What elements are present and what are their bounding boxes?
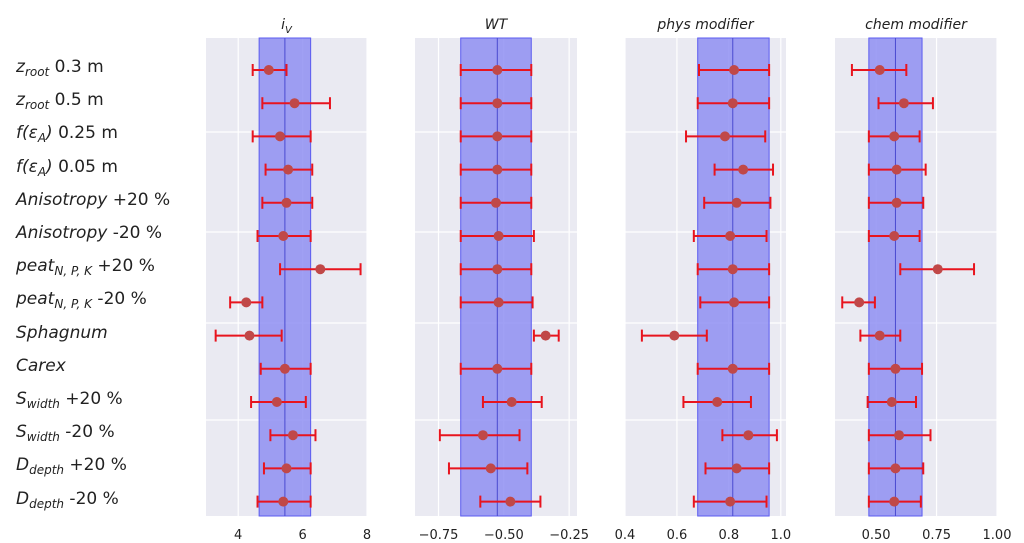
data-point: [283, 164, 294, 175]
data-point: [477, 430, 488, 441]
panel-title: WT: [485, 17, 509, 33]
panel-title: phys modifier: [656, 17, 754, 33]
data-point: [492, 264, 503, 275]
data-point: [719, 131, 730, 142]
data-point: [315, 264, 326, 275]
panel-title-subscript: V: [285, 25, 293, 36]
data-point: [727, 264, 738, 275]
row-label: Carex: [16, 355, 66, 376]
data-point: [492, 65, 503, 75]
row-label: Ddepth -20 %: [16, 488, 119, 511]
data-point: [932, 264, 943, 275]
row-label: zroot 0.3 m: [16, 57, 104, 79]
data-point: [725, 496, 736, 507]
row-label: peatN, P, K -20 %: [16, 289, 147, 312]
data-point: [669, 330, 680, 341]
data-point: [712, 397, 723, 407]
data-point: [275, 131, 286, 142]
data-point: [729, 297, 740, 308]
x-tick-label: 0.8: [719, 528, 740, 543]
data-point: [492, 98, 503, 109]
data-point: [279, 363, 290, 374]
data-point: [891, 197, 902, 208]
data-point: [491, 197, 501, 208]
data-point: [271, 397, 282, 407]
data-point: [898, 98, 909, 109]
x-tick-label: −0.50: [484, 528, 524, 543]
data-point: [492, 164, 503, 175]
row-label: zroot 0.5 m: [16, 90, 104, 113]
row-label: Anisotropy +20 %: [16, 189, 171, 210]
x-tick-label: 4: [234, 528, 242, 543]
data-point: [731, 463, 742, 474]
x-tick-label: 6: [298, 528, 306, 543]
data-point: [485, 463, 496, 474]
data-point: [263, 65, 274, 75]
x-tick-label: 0.50: [862, 528, 891, 543]
data-point: [743, 430, 754, 441]
data-point: [854, 297, 865, 308]
x-tick-label: 1.00: [983, 528, 1012, 543]
data-point: [890, 463, 901, 474]
row-label: Sphagnum: [16, 322, 108, 343]
data-point: [493, 231, 504, 241]
data-point: [278, 496, 289, 507]
row-label: f(εA) 0.25 m: [16, 123, 118, 146]
data-point: [731, 197, 742, 208]
data-point: [894, 430, 905, 441]
row-label: Ddepth +20 %: [16, 455, 127, 478]
row-label: f(εA) 0.05 m: [16, 156, 118, 179]
data-point: [874, 330, 885, 341]
data-point: [492, 363, 503, 374]
x-tick-label: −0.25: [549, 528, 589, 543]
data-point: [540, 330, 551, 341]
row-label: peatN, P, K +20 %: [16, 256, 155, 279]
data-point: [493, 297, 504, 308]
x-tick-label: 0.75: [922, 528, 951, 543]
x-tick-label: 8: [363, 528, 371, 543]
data-point: [890, 363, 901, 374]
data-point: [505, 496, 516, 507]
data-point: [506, 397, 517, 407]
data-point: [889, 231, 900, 241]
x-tick-label: 0.4: [615, 528, 636, 543]
data-point: [891, 164, 902, 175]
data-point: [287, 430, 298, 441]
row-label: Swidth -20 %: [16, 422, 115, 445]
row-label: Anisotropy -20 %: [16, 223, 163, 243]
reference-band: [697, 37, 770, 517]
data-point: [738, 164, 749, 175]
row-label: Swidth +20 %: [16, 389, 123, 411]
panel-title: chem modifier: [865, 17, 968, 33]
data-point: [727, 98, 738, 109]
data-point: [278, 231, 289, 241]
data-point: [874, 65, 885, 75]
data-point: [289, 98, 300, 109]
x-tick-label: 0.6: [667, 528, 688, 543]
data-point: [492, 131, 503, 142]
data-point: [729, 65, 740, 75]
data-point: [281, 463, 292, 474]
panel-title: iV: [281, 17, 293, 36]
data-point: [241, 297, 252, 308]
data-point: [281, 197, 292, 208]
data-point: [886, 397, 897, 407]
reference-band: [460, 37, 532, 517]
x-tick-label: 1.0: [770, 528, 791, 543]
data-point: [889, 496, 900, 507]
x-tick-label: −0.75: [419, 528, 459, 543]
data-point: [244, 330, 255, 341]
data-point: [727, 363, 738, 374]
data-point: [889, 131, 900, 142]
data-point: [725, 231, 736, 241]
